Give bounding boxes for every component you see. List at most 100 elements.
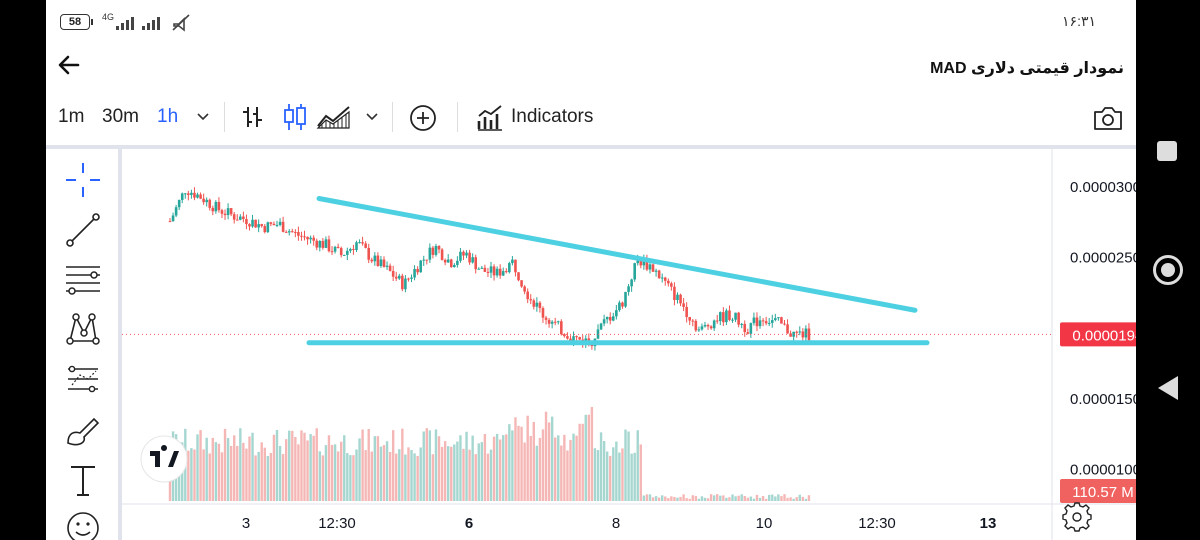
volume-bar — [266, 455, 270, 501]
volume-bar — [364, 450, 367, 501]
brush-tool-icon[interactable] — [64, 411, 102, 449]
indicators-button[interactable]: Indicators — [511, 106, 594, 127]
home-icon[interactable] — [1153, 255, 1183, 285]
settings-gear-icon[interactable] — [1062, 502, 1092, 532]
area-chart-style-icon[interactable] — [316, 104, 352, 130]
volume-bar — [220, 452, 224, 501]
volume-bar — [618, 452, 621, 501]
chevron-down-icon[interactable] — [196, 110, 210, 124]
candle — [639, 258, 643, 266]
candle — [220, 210, 224, 214]
candle — [342, 254, 346, 256]
volume-bar — [321, 455, 325, 501]
candle — [697, 329, 701, 331]
volume-bar — [199, 430, 202, 501]
volume-bar — [679, 496, 682, 501]
forecast-tool-icon[interactable] — [64, 361, 102, 399]
candle — [223, 213, 227, 216]
candle — [624, 291, 627, 307]
candle — [807, 328, 811, 341]
volume-bar — [233, 435, 236, 501]
back-nav-icon[interactable] — [1156, 375, 1180, 401]
candle — [761, 320, 765, 322]
candle — [749, 323, 753, 334]
volume-bar — [456, 441, 459, 501]
candle — [804, 328, 808, 338]
interval-1m-button[interactable]: 1m — [58, 106, 85, 127]
candle — [232, 214, 236, 220]
volume-bar — [388, 452, 392, 501]
interval-30m-button[interactable]: 30m — [102, 106, 139, 127]
volume-bar — [599, 432, 603, 501]
volume-bar — [459, 435, 462, 501]
candle — [419, 260, 422, 273]
volume-bar — [355, 449, 358, 501]
volume-bar — [771, 494, 774, 501]
volume-bar — [502, 435, 505, 501]
volume-bar — [676, 497, 679, 501]
candle — [275, 224, 279, 226]
volume-bar — [624, 429, 627, 501]
candle — [449, 259, 453, 268]
volume-bar — [758, 497, 762, 501]
volume-bar — [593, 448, 597, 501]
candle — [388, 265, 392, 271]
candle — [245, 219, 248, 225]
candle-chart-style-icon[interactable] — [282, 102, 308, 132]
price-chart[interactable]: 0.00003000 0.00002500 0.00001500 0.00001000… — [122, 149, 1136, 540]
back-arrow-icon[interactable] — [54, 50, 84, 80]
volume-bar — [719, 495, 722, 501]
volume-bar — [587, 414, 591, 501]
candle — [767, 322, 771, 324]
volume-bar — [416, 455, 419, 501]
add-compare-icon[interactable] — [409, 104, 437, 132]
camera-icon[interactable] — [1092, 104, 1124, 132]
recent-apps-icon[interactable] — [1157, 141, 1177, 161]
candle — [572, 336, 575, 341]
volume-bar — [520, 426, 523, 501]
candle — [578, 337, 581, 340]
trend-line-tool-icon[interactable] — [64, 211, 102, 249]
candle — [663, 277, 667, 281]
indicators-icon[interactable] — [476, 104, 504, 132]
candle — [544, 317, 548, 320]
candle — [373, 255, 377, 262]
crosshair-icon[interactable] — [64, 161, 102, 199]
candle — [382, 259, 386, 267]
candle — [193, 192, 196, 198]
y-tick-label: 0.00001500 — [1070, 391, 1136, 408]
app-screen: 58 4G ۱۶:۳۱ نمودار قیمتی دلاری MAD 1m 30… — [46, 0, 1136, 540]
volume-bar — [465, 431, 468, 501]
volume-bar — [578, 423, 581, 501]
candle — [202, 198, 205, 203]
volume-bar — [498, 439, 502, 501]
candle — [266, 222, 270, 233]
candle — [651, 264, 655, 272]
chevron-down-icon[interactable] — [365, 110, 379, 124]
candle — [465, 252, 468, 256]
volume-bar — [358, 438, 361, 501]
candle — [630, 279, 633, 287]
text-tool-icon[interactable] — [64, 461, 102, 499]
candle — [434, 245, 438, 255]
volume-bar — [288, 430, 291, 501]
candle — [269, 222, 273, 224]
mute-icon — [172, 14, 190, 32]
volume-bar — [248, 436, 251, 501]
candle — [416, 268, 419, 273]
emoji-tool-icon[interactable] — [64, 509, 102, 540]
pattern-tool-icon[interactable] — [64, 311, 102, 349]
volume-bar — [651, 497, 655, 501]
bar-chart-style-icon[interactable] — [240, 104, 266, 130]
volume-bar — [544, 411, 548, 501]
candle — [550, 321, 554, 324]
fib-retracement-tool-icon[interactable] — [64, 261, 102, 299]
candle — [281, 221, 285, 232]
volume-bar — [214, 442, 218, 501]
candle — [615, 310, 618, 317]
candle — [278, 221, 282, 225]
candle — [783, 323, 786, 325]
interval-1h-button[interactable]: 1h — [157, 106, 179, 127]
candle — [327, 239, 331, 252]
candle — [712, 320, 716, 329]
